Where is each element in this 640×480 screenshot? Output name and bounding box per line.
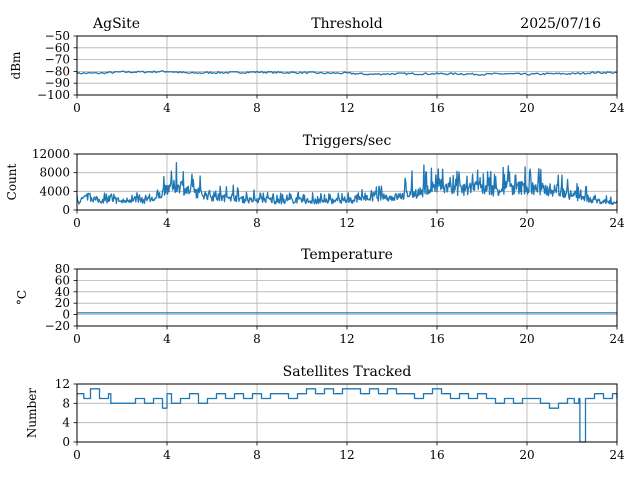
triggers-series-line — [76, 161, 618, 206]
satellites-ytick-label: 8 — [62, 396, 70, 410]
temperature-xtick-label: 16 — [429, 332, 444, 346]
triggers-chart: 0 4 8 12 16 20 24 0 4000 8000 12000 Triggers/sec Cou… — [5, 133, 625, 230]
temperature-ytick-label: 20 — [55, 296, 70, 310]
temperature-xtick-label: 8 — [253, 332, 261, 346]
satellites-ytick-label: 0 — [62, 435, 70, 449]
satellites-xtick-label: 12 — [339, 448, 354, 462]
triggers-ytick-label: 8000 — [39, 166, 70, 180]
temperature-ytick-label: 60 — [55, 273, 70, 287]
satellites-xtick-label: 4 — [163, 448, 171, 462]
threshold-ytick-label: −60 — [45, 41, 70, 55]
threshold-xtick-label: 16 — [429, 101, 444, 115]
threshold-title: Threshold — [311, 16, 382, 32]
subplots: 0 4 8 12 16 20 24 −100−90−80−70−60−50 Threshold d… — [5, 16, 625, 462]
site-name: AgSite — [92, 16, 140, 32]
report-date: 2025/07/16 — [520, 16, 601, 32]
temperature-ytick-label: 80 — [55, 262, 70, 276]
satellites-chart: 0 4 8 12 16 20 24 0 4 8 12 Satellites Tracked Number — [25, 364, 625, 462]
temperature-ytick-label: −20 — [45, 319, 70, 333]
satellites-series-line — [77, 388, 618, 443]
threshold-ylabel: dBm — [9, 51, 23, 80]
threshold-xtick-label: 24 — [609, 101, 625, 115]
threshold-xtick-label: 12 — [339, 101, 354, 115]
threshold-xtick-label: 0 — [73, 101, 81, 115]
satellites-ytick-label: 12 — [55, 377, 70, 391]
temperature-xtick-label: 12 — [339, 332, 354, 346]
temperature-xtick-label: 24 — [609, 332, 625, 346]
satellites-xtick-label: 16 — [429, 448, 444, 462]
threshold-ytick-label: −100 — [37, 88, 70, 102]
threshold-chart: 0 4 8 12 16 20 24 −100−90−80−70−60−50 Threshold d… — [9, 16, 625, 115]
triggers-ytick-label: 0 — [62, 203, 70, 217]
threshold-ytick-label: −50 — [45, 29, 70, 43]
temperature-ytick-label: 40 — [55, 285, 70, 299]
triggers-ytick-label: 4000 — [39, 184, 70, 198]
satellites-xtick-label: 20 — [519, 448, 534, 462]
triggers-title: Triggers/sec — [303, 133, 392, 149]
temperature-ytick-label: 0 — [62, 308, 70, 322]
triggers-xtick-label: 8 — [253, 216, 261, 230]
threshold-series-line — [76, 70, 618, 76]
temperature-xtick-label: 20 — [519, 332, 534, 346]
satellites-ytick-label: 4 — [62, 416, 70, 430]
threshold-ytick-label: −70 — [45, 53, 70, 67]
triggers-xtick-label: 20 — [519, 216, 534, 230]
threshold-ytick-label: −80 — [45, 64, 70, 78]
threshold-ytick-label: −90 — [45, 76, 70, 90]
triggers-ytick-label: 12000 — [32, 147, 70, 161]
threshold-xtick-label: 4 — [163, 101, 171, 115]
temperature-ylabel: °C — [15, 290, 29, 305]
satellites-ylabel: Number — [25, 388, 39, 438]
triggers-ylabel: Count — [5, 163, 19, 200]
satellites-xtick-label: 8 — [253, 448, 261, 462]
threshold-xtick-label: 20 — [519, 101, 534, 115]
satellites-xtick-label: 0 — [73, 448, 81, 462]
temperature-xtick-label: 0 — [73, 332, 81, 346]
temperature-title: Temperature — [301, 247, 393, 263]
triggers-xtick-label: 4 — [163, 216, 171, 230]
triggers-xtick-label: 12 — [339, 216, 354, 230]
temperature-xtick-label: 4 — [163, 332, 171, 346]
triggers-xtick-label: 0 — [73, 216, 81, 230]
triggers-xtick-label: 16 — [429, 216, 444, 230]
triggers-xtick-label: 24 — [609, 216, 625, 230]
satellites-xtick-label: 24 — [609, 448, 625, 462]
satellites-title: Satellites Tracked — [283, 364, 412, 380]
threshold-xtick-label: 8 — [253, 101, 261, 115]
